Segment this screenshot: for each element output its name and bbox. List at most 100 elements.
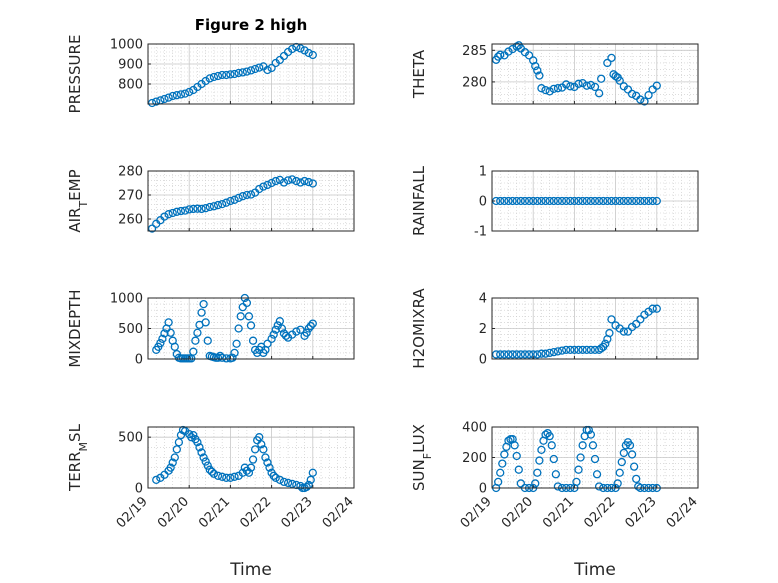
data-point	[185, 205, 194, 214]
data-point	[279, 477, 289, 487]
data-point	[533, 196, 542, 206]
data-point	[255, 63, 264, 72]
data-point	[172, 445, 181, 454]
y-tick-label: 900	[118, 58, 143, 73]
data-point	[302, 482, 311, 492]
data-point	[592, 470, 602, 479]
data-point	[209, 72, 219, 82]
y-tick-label: 500	[118, 431, 143, 446]
subplot-4: -1 0 1 RAINFALL	[410, 165, 699, 240]
data-point	[308, 319, 317, 328]
data-point	[562, 80, 571, 89]
data-point	[189, 430, 198, 440]
subplot-7: 0 500 02/19 02/20 02/21 02/22 02/23 02/24 TERRMS…	[66, 423, 357, 531]
data-point	[222, 70, 231, 80]
data-point	[250, 64, 260, 74]
data-point	[512, 350, 521, 359]
data-point	[255, 184, 264, 194]
subplot-2: 280 285 THETA	[410, 41, 699, 106]
data-point	[594, 89, 604, 98]
data-point	[263, 65, 272, 75]
data-point	[238, 302, 247, 312]
data-series	[491, 41, 661, 106]
data-point	[168, 91, 177, 101]
x-tick-label: 02/22	[237, 494, 274, 531]
data-point	[304, 324, 313, 333]
data-point	[615, 468, 624, 477]
data-point	[529, 196, 538, 206]
data-point	[279, 178, 289, 187]
data-point	[570, 345, 579, 355]
data-point	[180, 89, 190, 98]
data-point	[582, 81, 591, 90]
data-point	[652, 196, 661, 206]
data-point	[292, 327, 301, 336]
data-point	[172, 91, 181, 100]
data-point	[545, 348, 554, 358]
data-point	[232, 339, 241, 348]
y-tick-label: 0	[479, 353, 487, 368]
data-point	[496, 468, 505, 477]
y-label-part: TERR	[66, 451, 84, 492]
data-point	[494, 477, 503, 487]
data-point	[588, 441, 598, 450]
data-point	[250, 445, 260, 454]
data-point	[296, 44, 305, 53]
data-point	[230, 348, 239, 358]
y-tick-label: 4	[479, 292, 487, 307]
data-point	[576, 453, 585, 462]
data-point	[267, 334, 276, 344]
data-point	[549, 84, 558, 93]
data-point	[271, 325, 280, 334]
data-point	[597, 344, 606, 353]
data-point	[189, 347, 198, 356]
data-point	[541, 196, 550, 206]
data-point	[193, 438, 202, 447]
data-point	[195, 443, 204, 452]
data-point	[283, 176, 293, 185]
data-point	[601, 339, 610, 348]
data-point	[255, 433, 264, 442]
data-point	[496, 196, 505, 206]
data-point	[594, 196, 604, 206]
data-point	[578, 345, 587, 355]
data-point	[170, 342, 179, 351]
data-point	[288, 175, 297, 184]
data-point	[516, 479, 525, 488]
data-point	[607, 196, 616, 206]
figure-title: Figure 2 high	[195, 16, 308, 34]
data-point	[582, 345, 591, 355]
y-tick-label: 1000	[110, 292, 143, 307]
data-point	[644, 196, 653, 206]
data-point	[222, 473, 231, 482]
data-point	[512, 196, 521, 206]
data-point	[166, 328, 175, 337]
data-point	[306, 475, 315, 485]
data-point	[586, 430, 596, 439]
data-point	[271, 473, 280, 482]
data-point	[242, 67, 252, 76]
data-point	[164, 210, 173, 219]
data-point	[541, 85, 550, 95]
data-point	[632, 196, 641, 206]
data-point	[498, 459, 507, 468]
data-series	[152, 293, 317, 363]
data-point	[590, 196, 600, 206]
data-point	[147, 224, 157, 233]
data-point	[281, 331, 291, 340]
data-point	[533, 66, 542, 75]
data-point	[213, 71, 223, 81]
data-point	[553, 482, 563, 491]
subplot-3: 260 270 280 AIRTEMP	[66, 165, 355, 233]
x-tick-label: 02/20	[499, 494, 536, 531]
data-point	[586, 80, 596, 90]
data-point	[557, 196, 567, 206]
data-point	[607, 315, 616, 324]
data-point	[180, 206, 190, 215]
data-point	[627, 450, 637, 459]
data-point	[613, 479, 622, 488]
data-point	[551, 470, 561, 479]
data-point	[512, 451, 521, 461]
data-point	[246, 321, 256, 330]
